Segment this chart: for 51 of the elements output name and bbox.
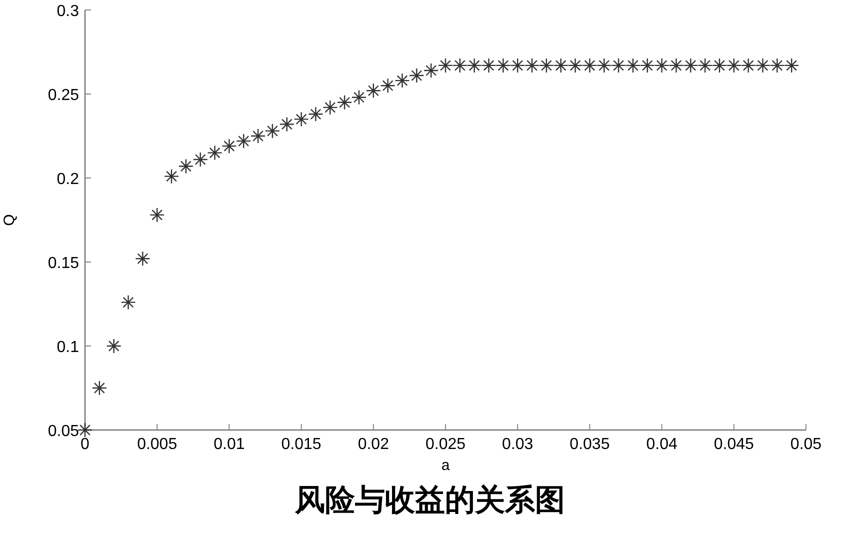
point	[740, 58, 756, 74]
x-tick-label: 0.005	[137, 436, 178, 453]
point	[654, 58, 670, 74]
point	[596, 58, 612, 74]
point	[784, 58, 800, 74]
point	[120, 294, 136, 310]
point	[712, 58, 728, 74]
point	[150, 207, 165, 223]
point	[625, 58, 641, 74]
point	[466, 58, 482, 74]
point	[164, 168, 180, 184]
x-tick-label: 0.03	[502, 436, 534, 453]
point	[496, 58, 511, 74]
point	[726, 58, 742, 74]
x-tick-label: 0.04	[646, 436, 678, 453]
point	[510, 58, 526, 74]
text: 风险与收益的关系图	[294, 483, 565, 518]
x-tick-label: 0.015	[281, 436, 322, 453]
x-tick-label: 0.05	[790, 436, 822, 453]
x-tick-label: 0.025	[425, 436, 466, 453]
x-tick-label: 0.02	[358, 436, 390, 453]
x-tick-label: 0	[80, 436, 90, 453]
x-tick-label: 0.045	[714, 436, 754, 453]
x-tick-label: 0.01	[214, 436, 245, 453]
point	[683, 58, 698, 74]
point	[452, 58, 468, 74]
point	[755, 58, 770, 74]
point	[77, 422, 93, 438]
point	[568, 58, 583, 74]
point	[553, 58, 568, 74]
y-tick-label: 0.3	[56, 3, 80, 20]
point	[538, 58, 554, 74]
point	[524, 58, 540, 74]
point	[770, 58, 785, 74]
y-tick-label: 0.25	[48, 87, 80, 104]
y-tick-label: 0.2	[56, 171, 80, 188]
point	[135, 251, 150, 266]
point	[582, 58, 598, 74]
point	[106, 338, 122, 354]
point	[697, 58, 713, 74]
y-tick-label: 0.1	[56, 339, 80, 356]
point	[640, 58, 655, 74]
point	[610, 58, 626, 74]
y-tick-label: 0.05	[48, 423, 80, 440]
point	[668, 58, 684, 74]
y-axis-title: Q	[1, 214, 18, 226]
y-tick-label: 0.15	[48, 255, 80, 272]
point	[481, 58, 496, 74]
x-tick-label: 0.035	[570, 436, 610, 453]
point	[92, 380, 108, 396]
x-axis-title: a	[441, 457, 450, 474]
